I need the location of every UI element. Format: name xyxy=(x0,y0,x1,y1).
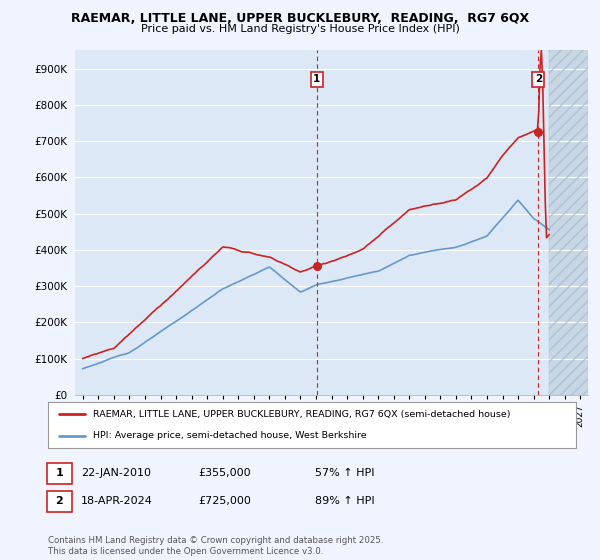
Text: 1: 1 xyxy=(313,74,320,85)
Text: £355,000: £355,000 xyxy=(198,468,251,478)
Text: HPI: Average price, semi-detached house, West Berkshire: HPI: Average price, semi-detached house,… xyxy=(93,431,367,440)
Bar xyxy=(549,50,588,395)
Text: Price paid vs. HM Land Registry's House Price Index (HPI): Price paid vs. HM Land Registry's House … xyxy=(140,24,460,34)
Text: 89% ↑ HPI: 89% ↑ HPI xyxy=(315,496,374,506)
Text: RAEMAR, LITTLE LANE, UPPER BUCKLEBURY,  READING,  RG7 6QX: RAEMAR, LITTLE LANE, UPPER BUCKLEBURY, R… xyxy=(71,12,529,25)
Text: 18-APR-2024: 18-APR-2024 xyxy=(81,496,153,506)
Text: 22-JAN-2010: 22-JAN-2010 xyxy=(81,468,151,478)
Text: 1: 1 xyxy=(56,468,63,478)
Text: Contains HM Land Registry data © Crown copyright and database right 2025.
This d: Contains HM Land Registry data © Crown c… xyxy=(48,536,383,556)
Text: £725,000: £725,000 xyxy=(198,496,251,506)
Text: RAEMAR, LITTLE LANE, UPPER BUCKLEBURY, READING, RG7 6QX (semi-detached house): RAEMAR, LITTLE LANE, UPPER BUCKLEBURY, R… xyxy=(93,410,511,419)
Bar xyxy=(549,50,588,395)
Text: 2: 2 xyxy=(56,496,63,506)
Text: 57% ↑ HPI: 57% ↑ HPI xyxy=(315,468,374,478)
Text: 2: 2 xyxy=(535,74,542,85)
